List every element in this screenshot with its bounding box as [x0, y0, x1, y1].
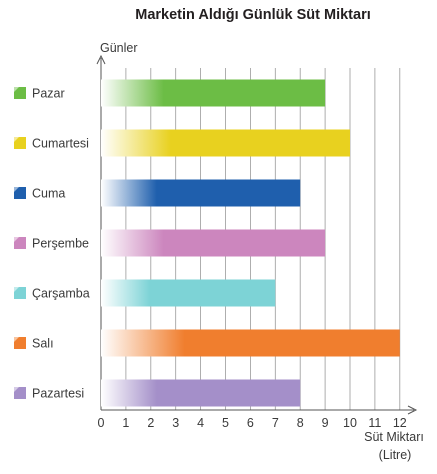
bar-4 [101, 229, 326, 257]
x-tick-label-6: 6 [247, 416, 254, 430]
category-label-4: Perşembe [32, 237, 89, 251]
y-axis-label: Günler [100, 41, 138, 55]
category-label-3: Cuma [32, 187, 65, 201]
chart-title: Marketin Aldığı Günlük Süt Miktarı [135, 7, 371, 23]
x-tick-labels: 0 1 2 3 4 5 6 7 8 9 10 11 12 [98, 416, 407, 430]
x-axis-label: Süt Miktarı [364, 430, 424, 444]
x-tick-label-3: 3 [172, 416, 179, 430]
x-axis-unit: (Litre) [379, 448, 412, 462]
legend-swatch-fold-4 [14, 237, 19, 242]
x-tick-label-11: 11 [368, 416, 381, 430]
x-tick-label-0: 0 [98, 416, 105, 430]
x-tick-label-8: 8 [297, 416, 304, 430]
legend-swatch-4 [14, 237, 26, 249]
legend-swatch-6 [14, 337, 26, 349]
bar-6 [101, 329, 400, 357]
x-tick-label-2: 2 [147, 416, 154, 430]
bar-7 [101, 379, 301, 407]
bar-3 [101, 179, 301, 207]
x-tick-label-7: 7 [272, 416, 279, 430]
bars [101, 79, 400, 407]
x-axis-arrow [407, 405, 418, 415]
x-tick-label-12: 12 [393, 416, 407, 430]
legend-swatch-3 [14, 187, 26, 199]
bar-5 [101, 279, 276, 307]
x-tick-label-10: 10 [343, 416, 357, 430]
category-legend: Pazar Cumartesi Cuma Perşembe Çarşamba Salı Pa… [14, 87, 90, 401]
category-label-6: Salı [32, 337, 54, 351]
legend-swatch-fold-3 [14, 187, 19, 192]
y-axis-arrow [96, 54, 106, 65]
bar-1 [101, 79, 326, 107]
legend-swatch-7 [14, 387, 26, 399]
x-tick-label-1: 1 [122, 416, 129, 430]
bar-2 [101, 129, 350, 157]
category-label-2: Cumartesi [32, 137, 89, 151]
legend-swatch-1 [14, 87, 26, 99]
legend-swatch-fold-5 [14, 287, 19, 292]
legend-swatch-fold-6 [14, 337, 19, 342]
category-label-5: Çarşamba [32, 287, 90, 301]
legend-swatch-fold-7 [14, 387, 19, 392]
x-tick-label-4: 4 [197, 416, 204, 430]
legend-swatch-2 [14, 137, 26, 149]
legend-swatch-fold-1 [14, 87, 19, 92]
category-label-7: Pazartesi [32, 387, 84, 401]
category-label-1: Pazar [32, 87, 65, 101]
legend-swatch-fold-2 [14, 137, 19, 142]
legend-swatch-5 [14, 287, 26, 299]
x-tick-label-9: 9 [322, 416, 329, 430]
x-tick-label-5: 5 [222, 416, 229, 430]
